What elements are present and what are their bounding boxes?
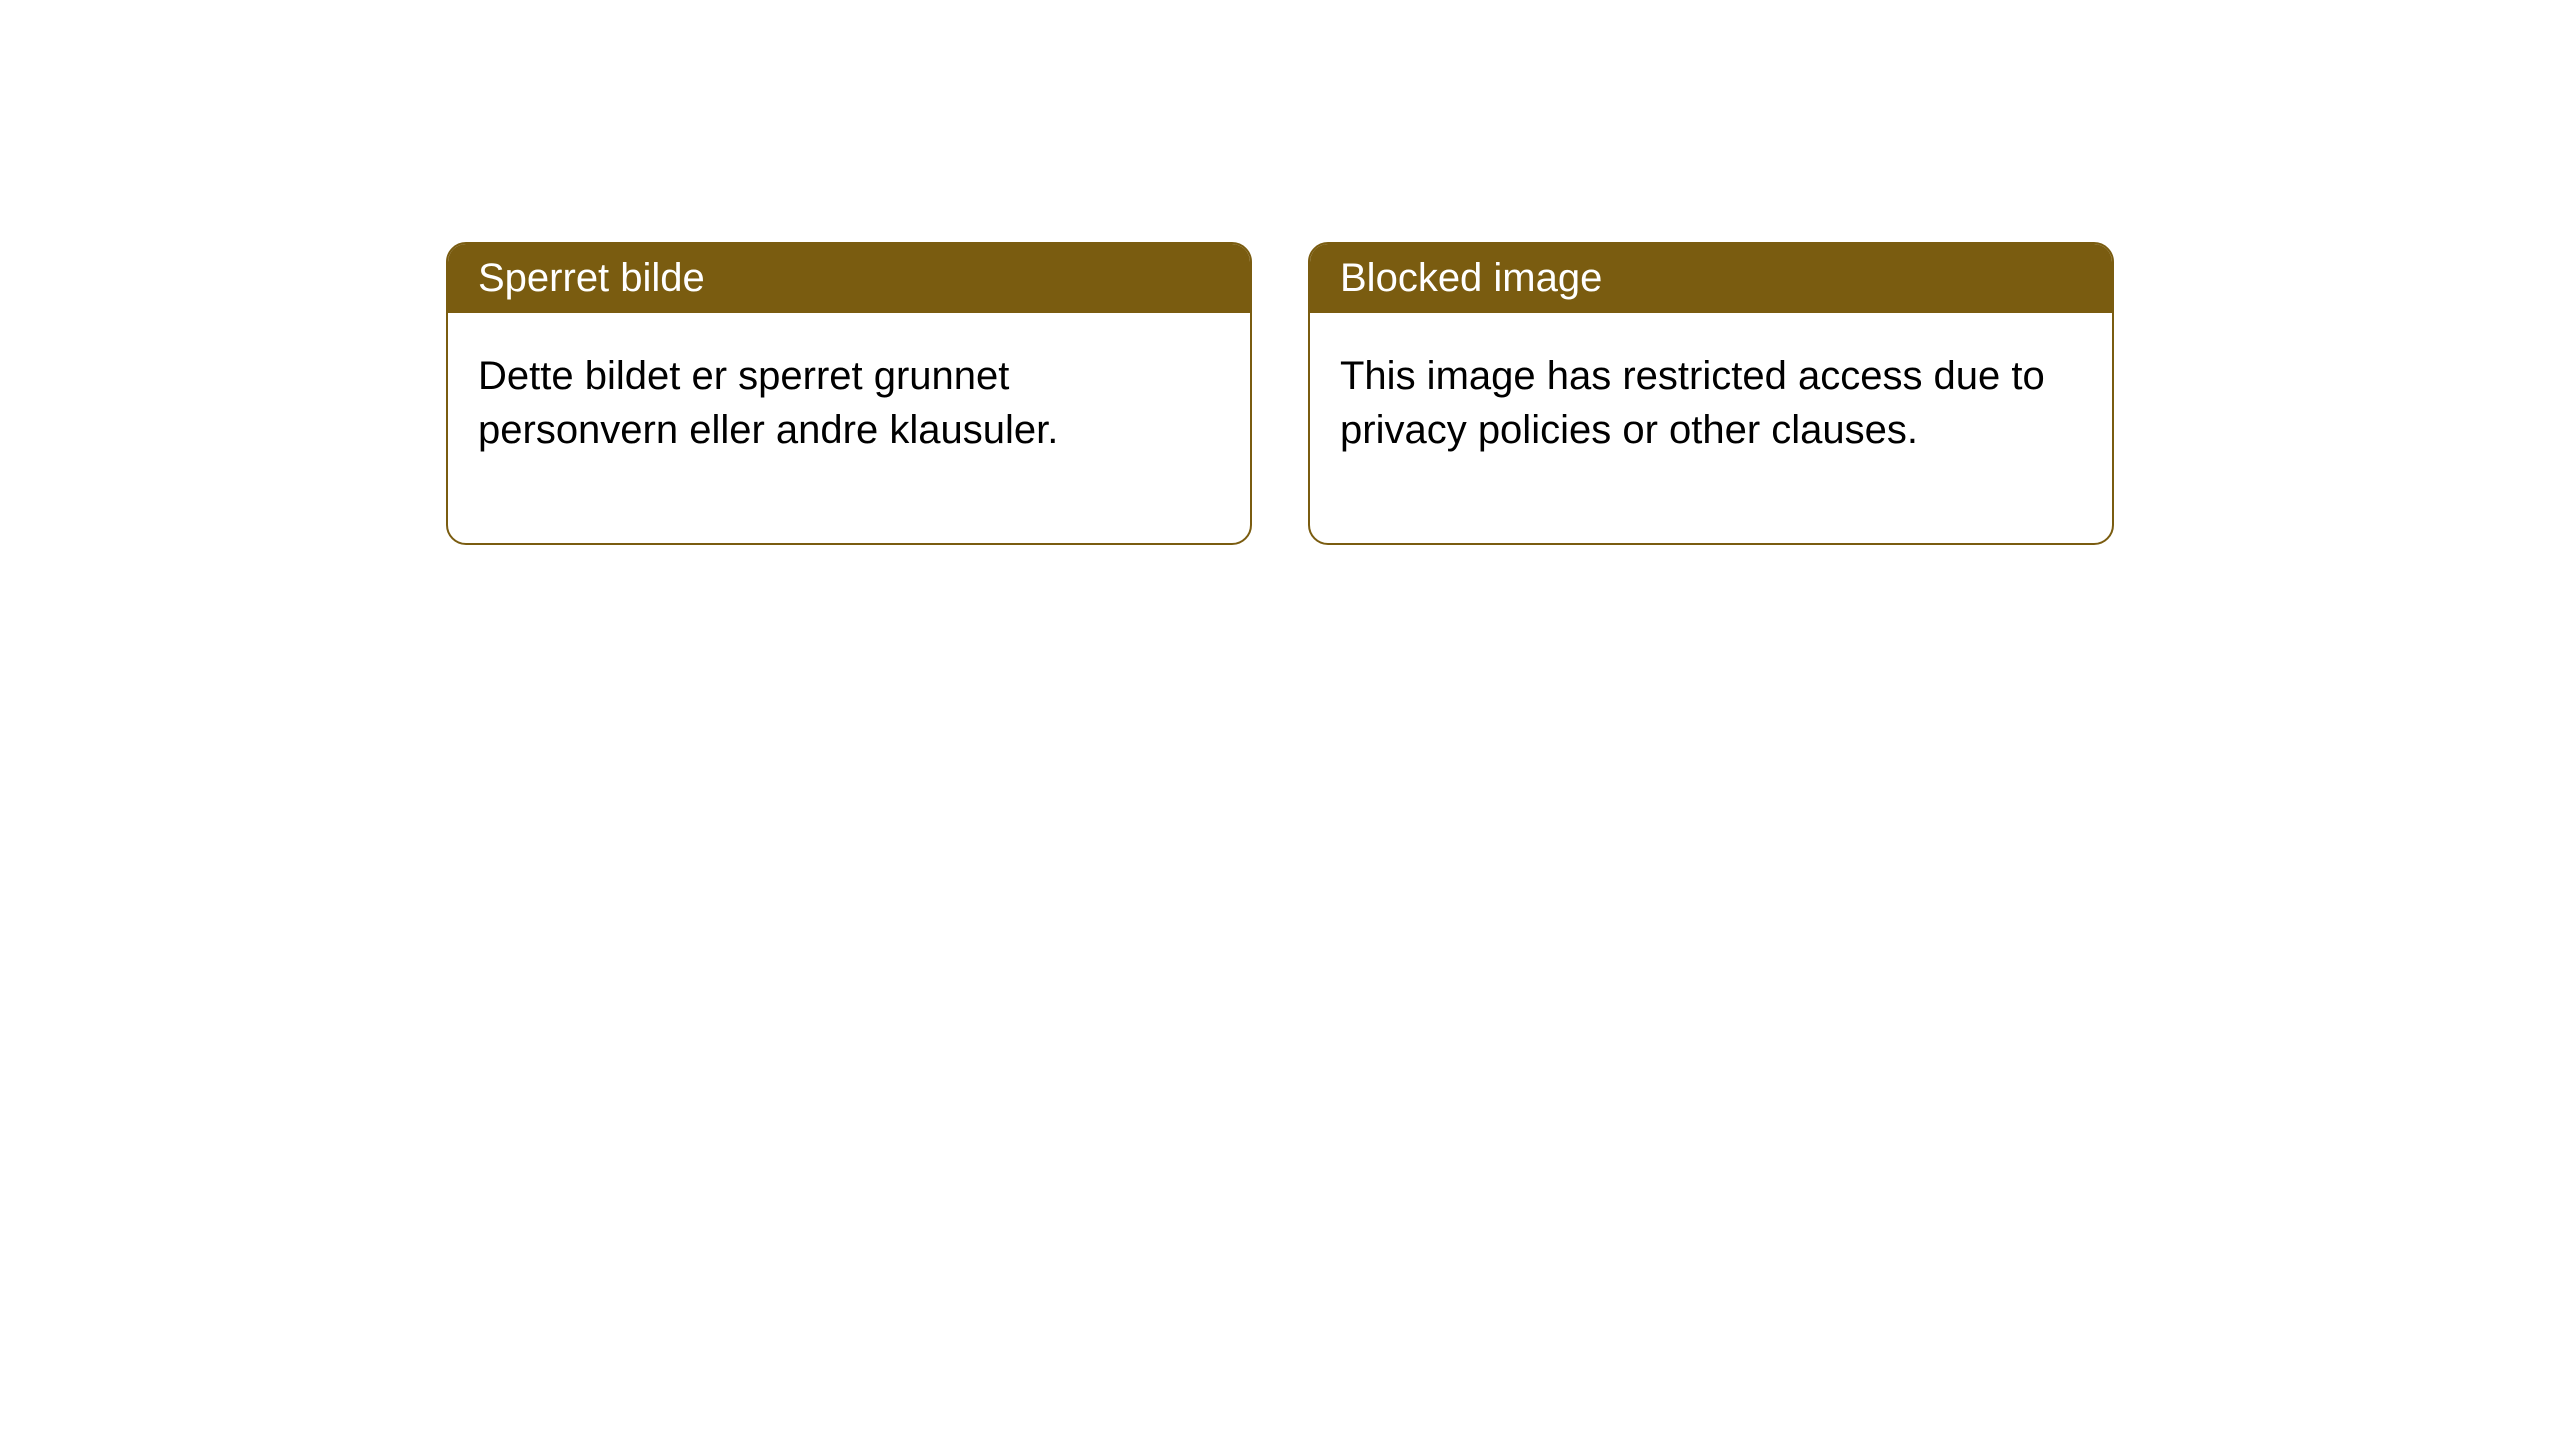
card-body-text: This image has restricted access due to … (1340, 354, 2045, 452)
card-body: This image has restricted access due to … (1310, 313, 2112, 543)
notice-cards-container: Sperret bilde Dette bildet er sperret gr… (446, 242, 2114, 545)
notice-card-norwegian: Sperret bilde Dette bildet er sperret gr… (446, 242, 1252, 545)
card-body: Dette bildet er sperret grunnet personve… (448, 313, 1250, 543)
card-header: Sperret bilde (448, 244, 1250, 313)
card-body-text: Dette bildet er sperret grunnet personve… (478, 354, 1058, 452)
card-title: Sperret bilde (478, 256, 705, 300)
notice-card-english: Blocked image This image has restricted … (1308, 242, 2114, 545)
card-title: Blocked image (1340, 256, 1602, 300)
card-header: Blocked image (1310, 244, 2112, 313)
